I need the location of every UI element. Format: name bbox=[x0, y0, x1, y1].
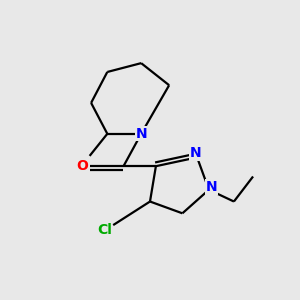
Text: N: N bbox=[206, 180, 218, 194]
Text: O: O bbox=[76, 159, 88, 173]
Text: N: N bbox=[190, 146, 202, 160]
Text: N: N bbox=[135, 127, 147, 141]
Text: Cl: Cl bbox=[97, 223, 112, 236]
